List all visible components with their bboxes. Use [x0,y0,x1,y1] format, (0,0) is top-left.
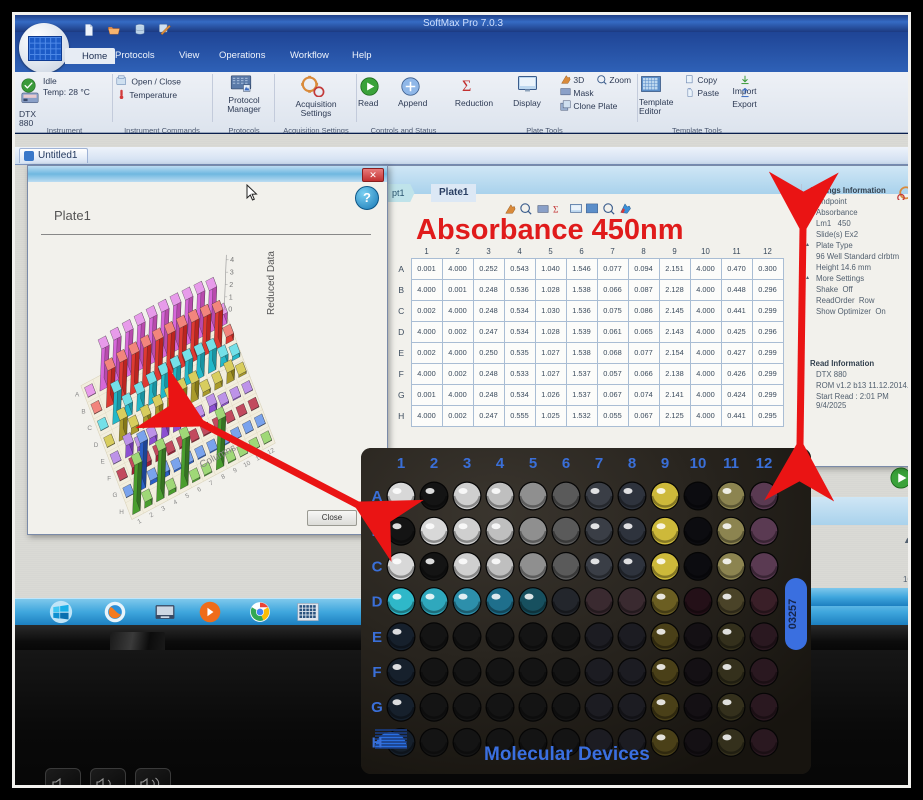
svg-text:4: 4 [172,499,179,507]
svg-text:E: E [372,629,382,646]
svg-text:9: 9 [661,455,669,472]
svg-text:03257: 03257 [787,599,799,630]
svg-text:8: 8 [628,455,636,472]
svg-text:Σ: Σ [462,78,471,95]
svg-text:1: 1 [136,518,143,526]
svg-text:E: E [100,459,104,466]
svg-text:11: 11 [723,455,739,472]
svg-text:F: F [107,475,111,482]
svg-text:12: 12 [266,447,276,457]
svg-text:G: G [113,492,118,499]
svg-text:2: 2 [148,511,155,519]
svg-text:6: 6 [562,455,570,472]
svg-text:7: 7 [595,455,603,472]
svg-text:A: A [372,488,383,505]
svg-text:D: D [372,594,383,611]
svg-text:C: C [372,558,383,575]
svg-text:4: 4 [496,455,505,472]
svg-text:G: G [371,699,383,716]
svg-text:3: 3 [160,505,167,513]
svg-text:3: 3 [230,269,234,277]
svg-text:H: H [119,509,124,516]
svg-text:A: A [75,392,80,399]
svg-text:4: 4 [230,256,234,264]
svg-text:H: H [372,734,383,751]
svg-text:Molecular Devices: Molecular Devices [484,744,650,765]
svg-text:8: 8 [220,473,227,481]
svg-text:2: 2 [430,455,438,472]
svg-text:1: 1 [397,455,405,472]
svg-text:7: 7 [208,479,215,487]
svg-text:C: C [87,425,92,432]
svg-text:D: D [94,442,99,449]
svg-text:1: 1 [229,293,233,301]
svg-text:11: 11 [255,453,265,462]
svg-text:2: 2 [229,281,233,289]
svg-text:F: F [372,664,381,681]
svg-text:0: 0 [228,306,232,314]
svg-text:5: 5 [529,455,537,472]
svg-text:10: 10 [690,455,707,472]
svg-text:B: B [81,408,85,415]
svg-text:6: 6 [196,486,203,494]
svg-text:10: 10 [242,459,252,469]
svg-text:9: 9 [232,467,239,475]
svg-text:3: 3 [463,455,471,472]
svg-text:5: 5 [184,492,191,500]
svg-text:B: B [372,523,383,540]
svg-text:12: 12 [756,455,773,472]
